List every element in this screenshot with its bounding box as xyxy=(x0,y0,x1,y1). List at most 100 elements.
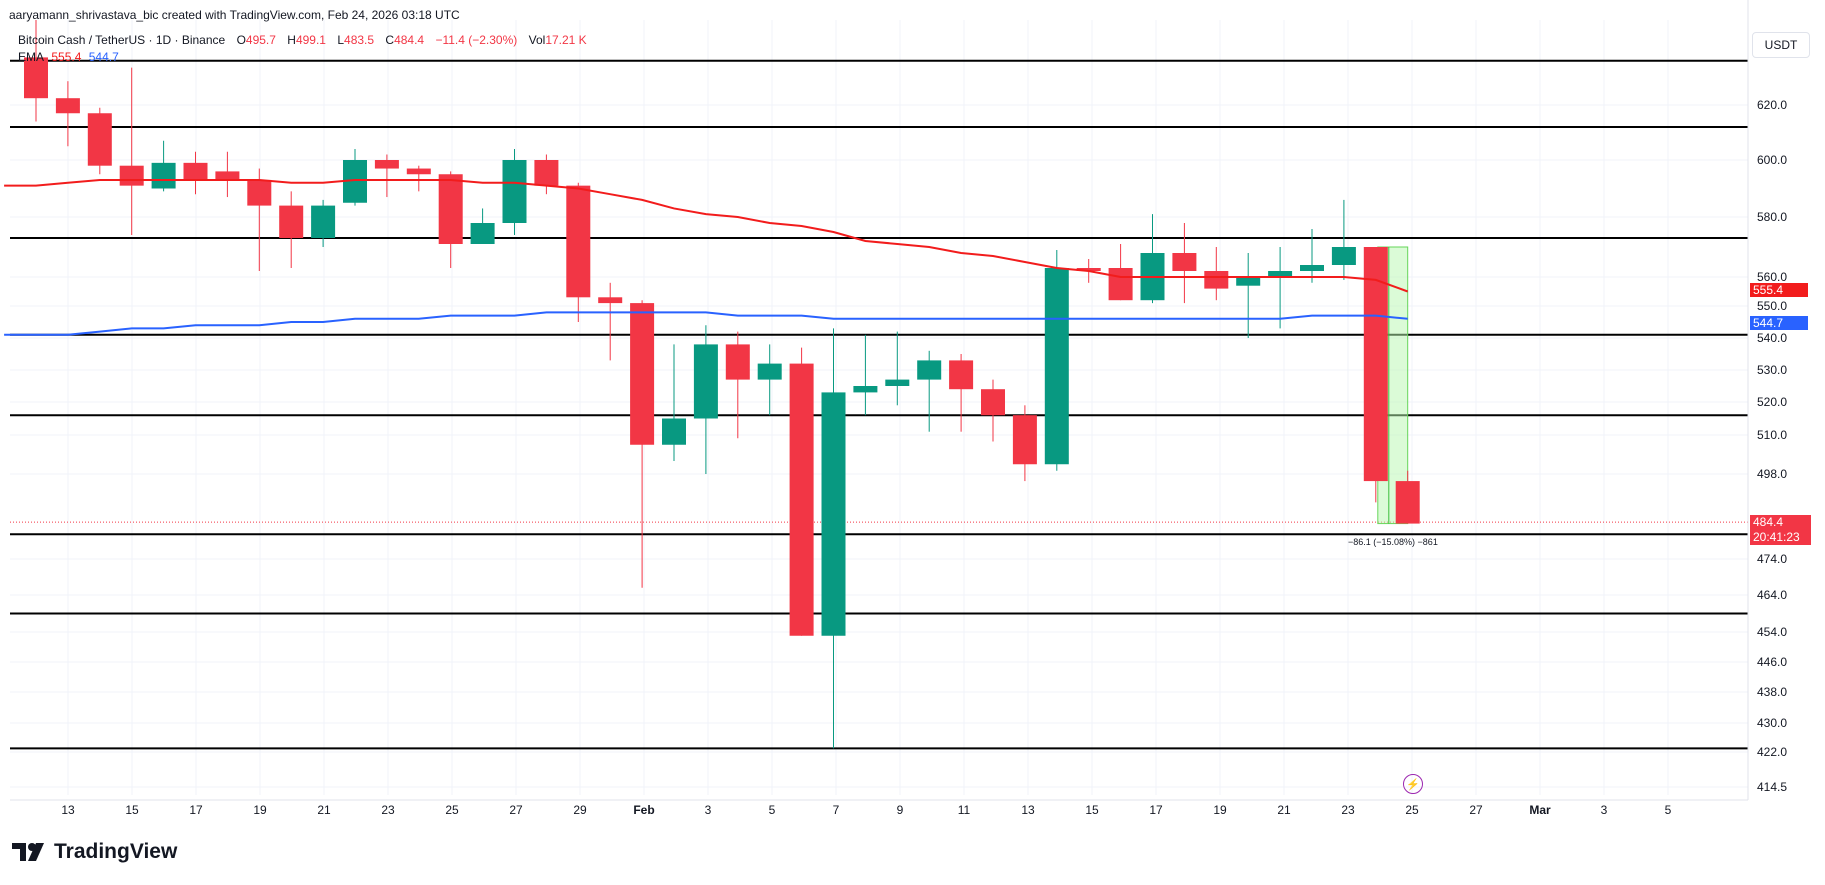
candle-body xyxy=(598,297,623,304)
candle-body xyxy=(1300,265,1324,271)
price-tick-label: 550.0 xyxy=(1757,299,1787,313)
symbol-name[interactable]: Bitcoin Cash / TetherUS · 1D · Binance xyxy=(18,33,226,47)
time-tick-label: 17 xyxy=(189,803,203,817)
time-tick-label: 27 xyxy=(1469,803,1483,817)
open-value: 495.7 xyxy=(245,33,276,47)
candle-body xyxy=(534,160,559,186)
candle-body xyxy=(183,162,208,180)
price-tick-label: 464.0 xyxy=(1757,588,1787,602)
ema-label[interactable]: EMA xyxy=(18,50,45,64)
time-axis[interactable]: 13 15 17 19 21 23 25 27 29 Feb 3 5 7 9 11 13 15 17 19 21 23 2… xyxy=(10,799,1748,817)
volume-value: 17.21 K xyxy=(545,33,587,47)
time-tick-label: 15 xyxy=(125,803,139,817)
low-label: L xyxy=(337,33,345,47)
candle-body xyxy=(1108,268,1133,301)
candle-body xyxy=(917,360,942,380)
time-tick-label: 13 xyxy=(61,803,75,817)
price-tick-label: 520.0 xyxy=(1757,395,1787,409)
change-value: −11.4 (−2.30%) xyxy=(435,33,518,47)
candle-body xyxy=(119,165,144,186)
low-value: 483.5 xyxy=(344,33,375,47)
candle-body xyxy=(725,344,750,380)
price-tick-label: 474.0 xyxy=(1757,552,1787,566)
candle-body xyxy=(406,168,431,175)
ema-lines xyxy=(4,178,1409,336)
candle-body xyxy=(630,303,655,445)
ema-blue-price-badge: 544.7 xyxy=(1750,316,1808,330)
price-tick-label: 422.0 xyxy=(1757,745,1787,759)
price-tick-label: 530.0 xyxy=(1757,363,1787,377)
candle-body xyxy=(853,386,878,393)
time-tick-label: 5 xyxy=(1665,803,1672,817)
time-tick-label: Mar xyxy=(1529,803,1551,817)
brand-name: TradingView xyxy=(54,840,178,863)
time-tick-label: 19 xyxy=(253,803,267,817)
last-price-value: 484.4 xyxy=(1753,515,1784,529)
price-tick-label: 620.0 xyxy=(1757,98,1787,112)
ema-line-blue xyxy=(4,311,1408,336)
time-tick-label: 25 xyxy=(445,803,459,817)
tradingview-logo-icon xyxy=(12,843,44,861)
close-label: C xyxy=(385,33,395,47)
candle-body xyxy=(1172,253,1197,271)
candle-body xyxy=(279,205,304,238)
candle-body xyxy=(821,392,846,636)
chart-grid xyxy=(10,20,1748,795)
ema-value-red: 555.4 xyxy=(51,50,82,64)
candle-body xyxy=(1395,481,1420,524)
candle-body xyxy=(1044,268,1069,465)
candle-body xyxy=(566,185,591,298)
candle-body xyxy=(502,160,527,223)
candle-body xyxy=(789,363,814,636)
time-tick-label: 19 xyxy=(1213,803,1227,817)
volume-label: Vol xyxy=(528,33,546,47)
countdown-value: 20:41:23 xyxy=(1753,530,1800,544)
attribution-text: aaryamann_shrivastava_bic created with T… xyxy=(9,8,460,22)
candle-body xyxy=(981,389,1005,416)
candle-body xyxy=(1363,247,1388,482)
candle-body xyxy=(885,379,910,386)
ema-line-red xyxy=(4,178,1409,293)
candle-body xyxy=(374,160,399,169)
currency-button[interactable]: USDT xyxy=(1752,32,1810,58)
candle-body xyxy=(693,344,718,419)
lightning-icon[interactable]: ⚡ xyxy=(1403,774,1423,794)
price-axis[interactable]: 620.0 600.0 580.0 560.0 550.0 540.0 530.0 520.0… xyxy=(1747,0,1787,800)
price-tick-label: 414.5 xyxy=(1757,780,1787,794)
candle-body xyxy=(438,174,463,244)
time-tick-label: 29 xyxy=(573,803,587,817)
time-tick-label: 13 xyxy=(1021,803,1035,817)
time-tick-label: 23 xyxy=(381,803,395,817)
price-tick-label: 560.0 xyxy=(1757,270,1787,284)
candle-body xyxy=(662,418,686,445)
price-tick-label: 498.0 xyxy=(1757,467,1787,481)
price-tick-label: 510.0 xyxy=(1757,428,1787,442)
last-price-badge: 484.4 20:41:23 xyxy=(1750,515,1811,545)
price-tick-label: 600.0 xyxy=(1757,153,1787,167)
candle-body xyxy=(247,179,272,206)
ema-red-price-badge: 555.4 xyxy=(1750,283,1808,297)
horizontal-levels xyxy=(10,59,1748,750)
candle-body xyxy=(1331,247,1356,265)
open-label: O xyxy=(236,33,246,47)
price-tick-label: 540.0 xyxy=(1757,331,1787,345)
symbol-legend: Bitcoin Cash / TetherUS · 1D · Binance O… xyxy=(18,33,591,47)
tradingview-logo[interactable]: TradingView xyxy=(12,840,177,864)
candle-body xyxy=(55,98,80,114)
candle-body xyxy=(151,162,176,189)
ema-legend: EMA 555.4 544.7 xyxy=(18,50,123,64)
time-tick-label: 15 xyxy=(1085,803,1099,817)
candle-body xyxy=(1268,271,1293,277)
candle-body xyxy=(757,363,782,380)
time-tick-label: 3 xyxy=(705,803,712,817)
candle-body xyxy=(87,113,112,166)
price-tick-label: 580.0 xyxy=(1757,210,1787,224)
high-value: 499.1 xyxy=(295,33,326,47)
time-tick-label: 23 xyxy=(1341,803,1355,817)
candle-body xyxy=(1076,268,1101,271)
price-tick-label: 430.0 xyxy=(1757,716,1787,730)
candle-body xyxy=(1204,271,1229,289)
time-tick-label: 11 xyxy=(958,803,971,817)
candle-body xyxy=(311,205,336,238)
